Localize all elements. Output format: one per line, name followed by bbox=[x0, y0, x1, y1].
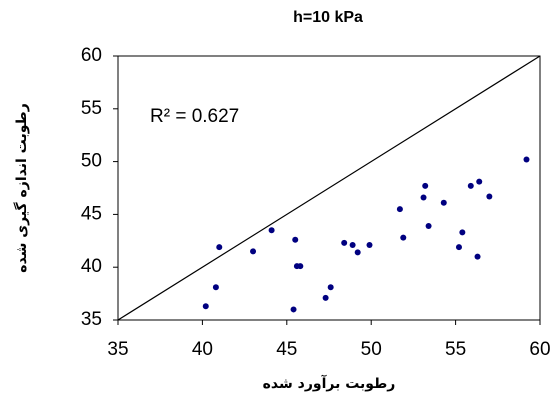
point bbox=[354, 249, 361, 256]
point bbox=[467, 182, 474, 189]
point bbox=[440, 199, 447, 206]
point bbox=[297, 263, 304, 270]
point bbox=[322, 294, 329, 301]
point bbox=[474, 253, 481, 260]
point bbox=[486, 193, 493, 200]
point bbox=[523, 156, 530, 163]
plot-frame bbox=[117, 55, 541, 321]
x-tick-label: 50 bbox=[361, 339, 382, 360]
point bbox=[212, 284, 219, 291]
point bbox=[216, 244, 223, 251]
x-tick-label: 40 bbox=[192, 339, 213, 360]
point bbox=[425, 223, 432, 230]
y-tick-label: 60 bbox=[81, 45, 102, 66]
point bbox=[420, 194, 427, 201]
point bbox=[422, 182, 429, 189]
point bbox=[400, 234, 407, 241]
point bbox=[292, 236, 299, 243]
point bbox=[268, 227, 275, 234]
point bbox=[455, 244, 462, 251]
point bbox=[327, 284, 334, 291]
point bbox=[459, 229, 466, 236]
x-tick-label: 55 bbox=[445, 339, 466, 360]
point bbox=[202, 303, 209, 310]
chart-title: h=10 kPa bbox=[293, 9, 363, 26]
point bbox=[476, 178, 483, 185]
x-tick-label: 45 bbox=[276, 339, 297, 360]
y-tick-label: 35 bbox=[81, 309, 102, 330]
y-axis-label: رطوبت اندازه گیری شده bbox=[13, 103, 30, 273]
point bbox=[341, 239, 348, 246]
x-tick-label: 60 bbox=[529, 339, 550, 360]
y-tick-label: 45 bbox=[81, 203, 102, 224]
y-tick-label: 55 bbox=[81, 98, 102, 119]
point bbox=[396, 206, 403, 213]
y-tick-label: 50 bbox=[81, 151, 102, 172]
reference-line bbox=[117, 55, 541, 321]
x-axis-label: رطوبت برآورد شده bbox=[263, 374, 396, 392]
x-tick-label: 35 bbox=[107, 339, 128, 360]
annotation: R² = 0.627 bbox=[150, 106, 239, 127]
point bbox=[366, 242, 373, 249]
point bbox=[290, 306, 297, 313]
y-tick-label: 40 bbox=[81, 256, 102, 277]
point bbox=[250, 248, 257, 255]
point bbox=[349, 242, 356, 249]
